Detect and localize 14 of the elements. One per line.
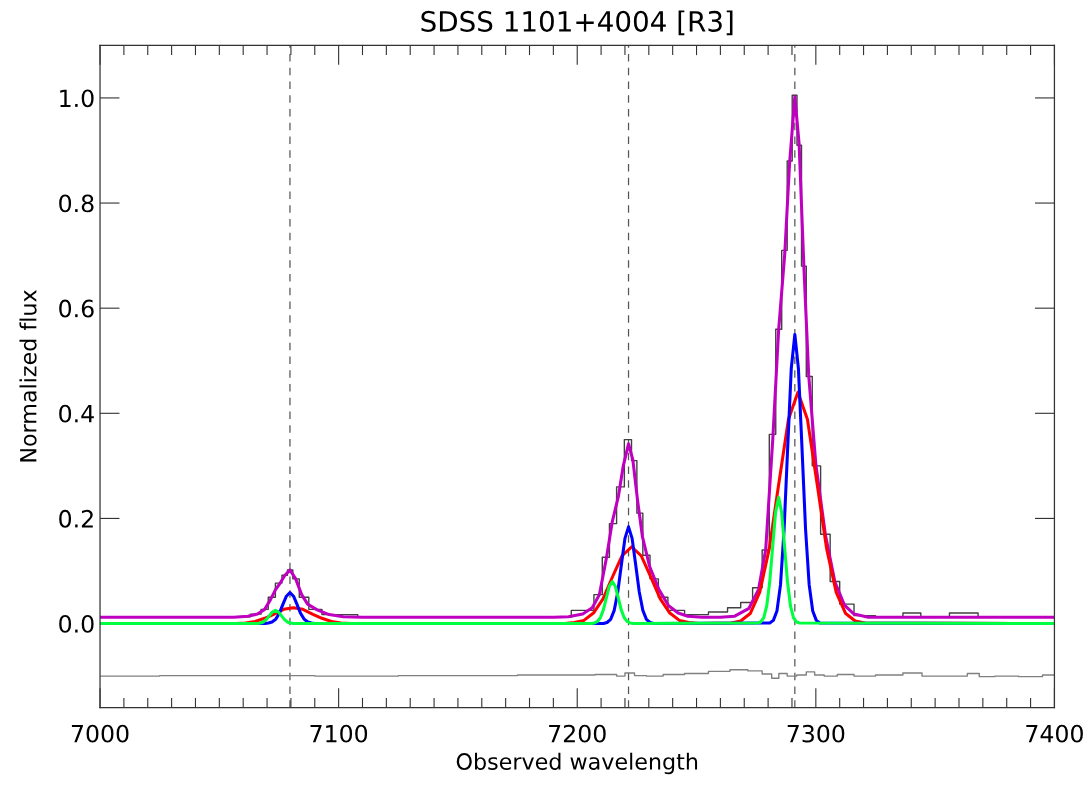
y-tick-label: 0.6	[59, 299, 94, 318]
x-tick-label: 7000	[71, 724, 129, 743]
x-tick-label: 7100	[310, 724, 368, 743]
chart-title: SDSS 1101+4004 [R3]	[421, 10, 733, 36]
y-tick-label: 1.0	[60, 89, 94, 108]
x-tick-label: 7200	[549, 724, 606, 743]
x-axis-title: Observed wavelength	[456, 752, 698, 775]
y-tick-label: 0.2	[59, 509, 93, 528]
x-tick-label: 7300	[787, 724, 845, 743]
y-tick-label: 0.0	[59, 614, 94, 633]
y-axis-title: Normalized flux	[19, 290, 37, 462]
y-tick-label: 0.4	[59, 404, 94, 423]
y-tick-label: 0.8	[59, 194, 94, 213]
x-tick-label: 7400	[1026, 724, 1083, 743]
